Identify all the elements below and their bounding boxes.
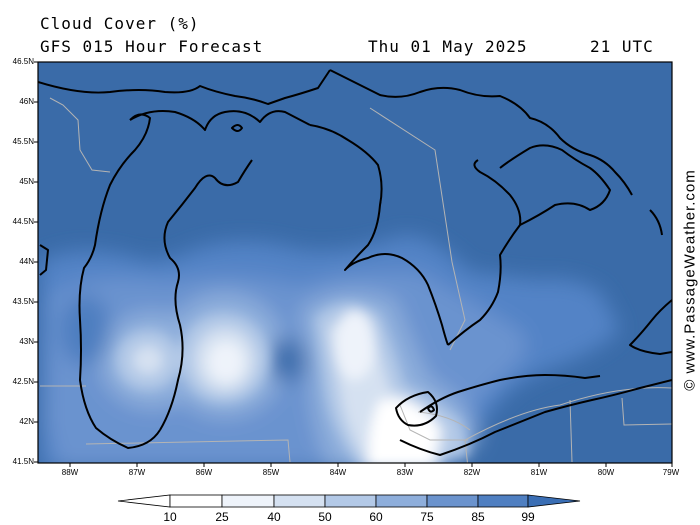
lon-label: 86W [195,468,213,477]
lat-label: 45.5N [12,137,34,146]
colorbar-swatch [273,494,326,508]
colorbar-swatch [221,494,275,508]
colorbar-left-arrow [117,494,171,508]
colorbar-label: 85 [471,510,485,524]
forecast-date: Thu 01 May 2025 [368,37,528,56]
lon-label: 87W [128,468,146,477]
colorbar-swatch [375,494,428,508]
lon-label: 84W [329,468,347,477]
lon-label: 82W [463,468,481,477]
lon-label: 79W [662,468,680,477]
colorbar-label: 50 [318,510,332,524]
colorbar [117,494,581,508]
colorbar-label: 25 [215,510,229,524]
lat-label: 41.5N [12,457,34,466]
lat-label: 44.5N [12,217,34,226]
lon-label: 80W [597,468,615,477]
colorbar-label: 10 [163,510,177,524]
lon-label: 83W [396,468,414,477]
lon-label: 81W [530,468,548,477]
lat-label: 43N [19,337,34,346]
state-borders [40,97,672,463]
coastlines [38,69,672,456]
axis-ticks [34,61,673,467]
map-title: Cloud Cover (%) [40,14,200,33]
cloud-field [38,62,672,463]
lat-label: 43.5N [12,297,34,306]
lat-label: 45N [19,177,34,186]
colorbar-right-arrow [527,494,581,508]
forecast-time: 21 UTC [590,37,654,56]
colorbar-swatch [426,494,479,508]
lat-label: 46.5N [12,57,34,66]
colorbar-label: 40 [267,510,281,524]
lat-label: 42.5N [12,377,34,386]
lat-label: 44N [19,257,34,266]
forecast-subtitle: GFS 015 Hour Forecast [40,37,264,56]
colorbar-swatch [477,494,529,508]
colorbar-label: 75 [420,510,434,524]
lat-label: 42N [19,417,34,426]
colorbar-label: 99 [521,510,535,524]
colorbar-swatch [169,494,223,508]
colorbar-label: 60 [369,510,383,524]
site-credit: © www.PassageWeather.com [681,169,699,391]
lat-label: 46N [19,97,34,106]
lon-label: 85W [262,468,280,477]
colorbar-swatch [324,494,377,508]
lon-label: 88W [61,468,79,477]
